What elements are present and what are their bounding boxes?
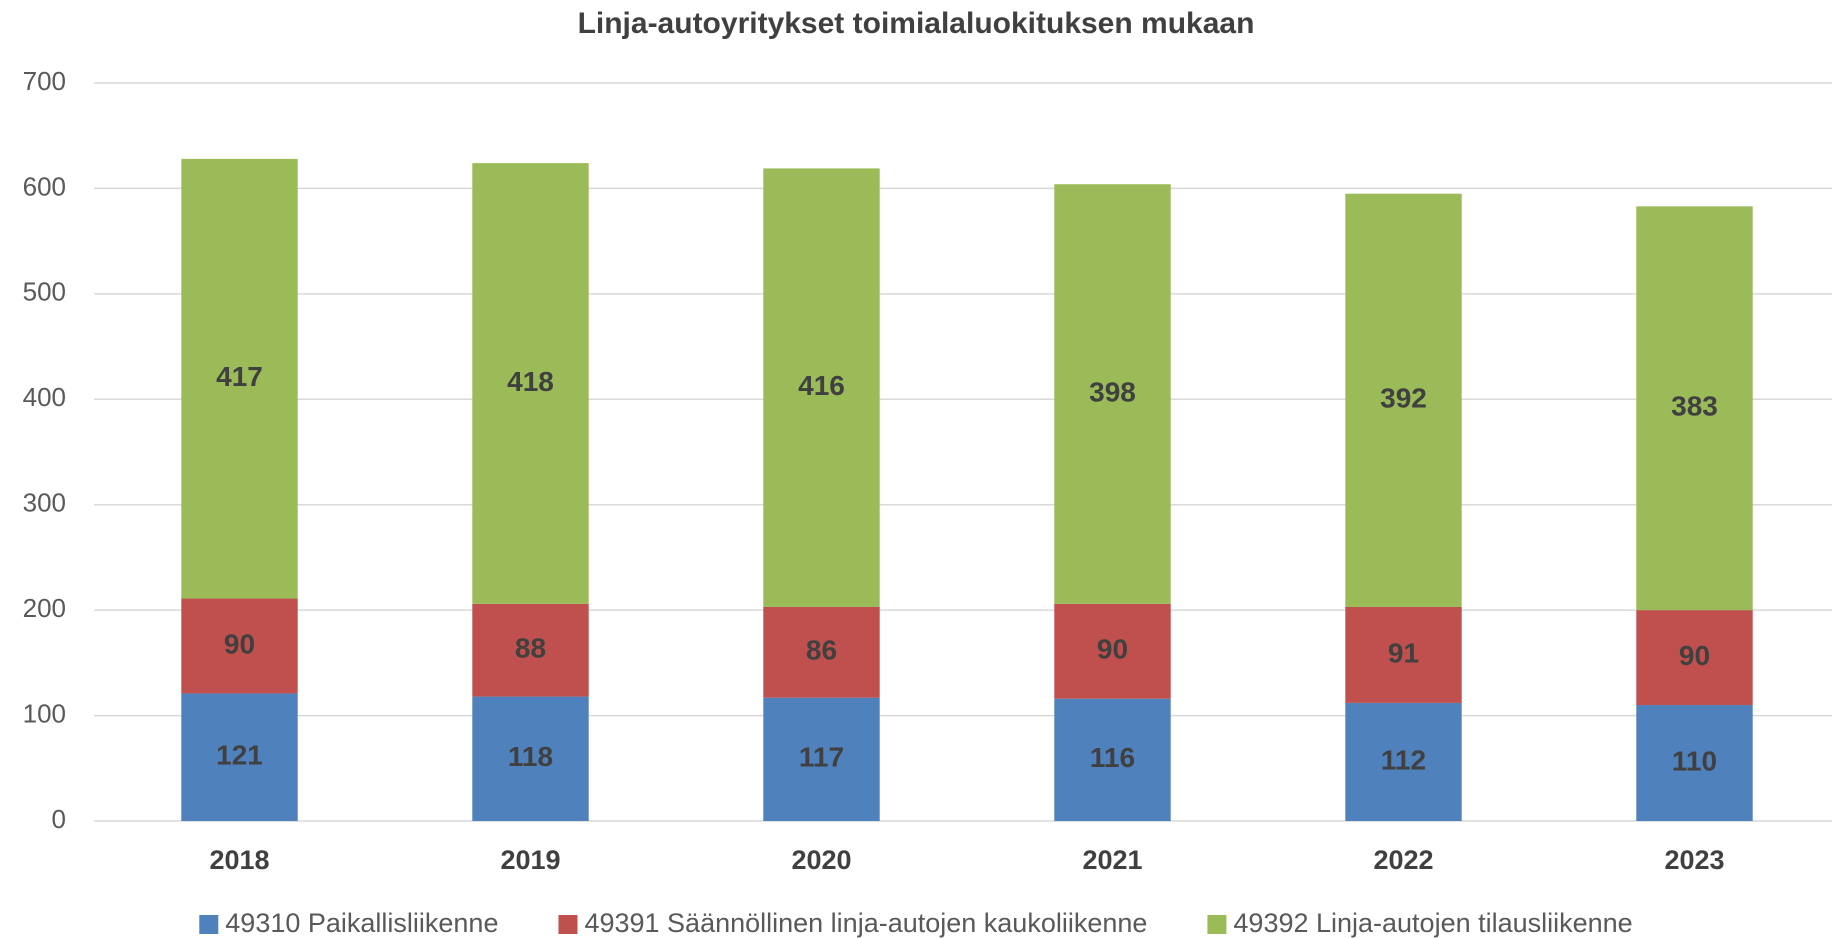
y-tick-label: 400 (23, 382, 66, 412)
data-label: 117 (799, 742, 844, 773)
bar-segment (1054, 698, 1171, 821)
chart-title: Linja-autoyritykset toimialaluokituksen … (578, 7, 1255, 40)
data-label: 90 (224, 628, 255, 659)
y-tick-label: 100 (23, 698, 66, 728)
legend-swatch (199, 915, 219, 934)
legend-swatch (1207, 915, 1227, 934)
bar-segment (1054, 603, 1171, 699)
bar-segment (763, 606, 880, 698)
data-label: 121 (216, 740, 263, 771)
bar-segment (472, 603, 589, 697)
bar-segment (1636, 206, 1753, 611)
data-label: 118 (508, 741, 553, 772)
data-label: 91 (1388, 637, 1419, 668)
bar-segment (472, 163, 589, 604)
data-label: 418 (507, 366, 554, 397)
data-label: 116 (1090, 742, 1135, 773)
legend-label: 49391 Säännöllinen linja-autojen kaukoli… (584, 908, 1147, 938)
data-label: 86 (806, 635, 837, 666)
data-label: 88 (515, 633, 546, 664)
data-label: 416 (798, 370, 845, 401)
legend-label: 49310 Paikallisliikenne (225, 908, 498, 938)
y-tick-label: 700 (23, 66, 66, 96)
bar-segment (1636, 610, 1753, 706)
bar-segment (763, 697, 880, 821)
data-label: 110 (1672, 745, 1717, 776)
legend-swatch (558, 915, 578, 934)
x-tick-label: 2021 (1082, 845, 1142, 875)
bar-segment (181, 158, 298, 599)
data-label: 383 (1671, 391, 1718, 422)
bar-segment (181, 598, 298, 694)
data-label: 90 (1679, 640, 1710, 671)
bar-segment (181, 693, 298, 821)
y-tick-label: 500 (23, 277, 66, 307)
y-tick-label: 0 (52, 804, 66, 834)
data-label: 90 (1097, 634, 1128, 665)
y-tick-label: 600 (23, 171, 66, 201)
data-label: 398 (1089, 376, 1136, 407)
bar-segment (1054, 184, 1171, 604)
bar-segment (472, 696, 589, 821)
x-tick-label: 2019 (500, 845, 560, 875)
bar-segment (1345, 702, 1462, 821)
bar-segment (1345, 193, 1462, 607)
legend-label: 49392 Linja-autojen tilausliikenne (1233, 908, 1632, 938)
bar-segment (763, 168, 880, 607)
data-label: 392 (1380, 383, 1427, 414)
bar-segment (1345, 606, 1462, 703)
x-tick-label: 2018 (209, 845, 269, 875)
data-label: 112 (1381, 744, 1426, 775)
y-tick-label: 200 (23, 593, 66, 623)
x-tick-label: 2022 (1373, 845, 1433, 875)
bar-segment (1636, 705, 1753, 821)
y-tick-label: 300 (23, 488, 66, 518)
x-tick-label: 2023 (1664, 845, 1724, 875)
x-tick-label: 2020 (791, 845, 851, 875)
data-label: 417 (216, 361, 263, 392)
